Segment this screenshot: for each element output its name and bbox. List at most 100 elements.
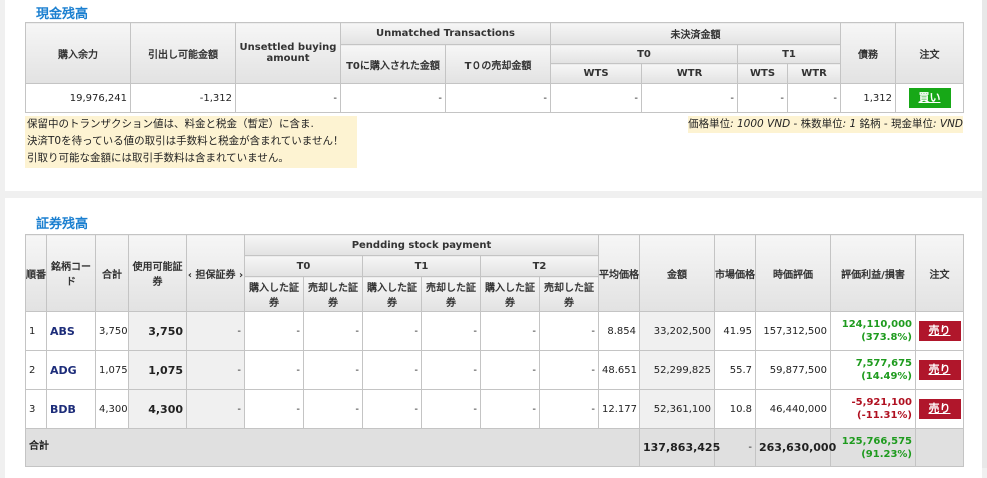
header-t0: T0	[550, 44, 738, 64]
header-t0-wts: WTS	[550, 63, 642, 84]
cell-t2s: -	[539, 350, 599, 390]
cell-t2s: -	[539, 311, 599, 351]
total-row: 合計 137,863,425-263,630,000 125,766,575 (91.…	[25, 428, 964, 467]
header-buying-power: 購入余力	[25, 22, 131, 84]
header-code: 銘柄コード	[46, 234, 96, 312]
header-t1-wts: WTS	[737, 63, 788, 84]
header-market-value: 時価評価	[755, 234, 831, 312]
cell-mkt: 41.95	[714, 311, 756, 351]
header-t1-bought: 購入した証券	[362, 276, 422, 312]
sell-button[interactable]: 売り	[918, 321, 961, 341]
sell-button[interactable]: 売り	[918, 360, 961, 380]
cash-notes: 保留中のトランザクション値は、料金と税金（暫定）に含ま. 決済T0を待っている値…	[25, 116, 357, 168]
header-collateral: ‹ 担保証券 ›	[186, 234, 245, 312]
pl-percent: (-11.31%)	[857, 410, 912, 421]
header-t1: T1	[362, 255, 481, 277]
unit-value: : 1000 VND	[730, 118, 791, 130]
debt-value: 1,312	[840, 83, 896, 113]
cell-mkt: 55.7	[714, 350, 756, 390]
table-row: 19,976,241 -1,312 - - - - - - - 1,312 買い	[25, 83, 964, 113]
cell-value: 59,877,500	[755, 350, 831, 390]
stock-balance-panel: 証券残高 順番 銘柄コード 合計 使用可能証券 ‹ 担保証券 › Pendding sto…	[5, 198, 982, 478]
cell-avg: 12.177	[598, 389, 640, 429]
note: 引取り可能な金額には取引手数料は含まれていません。	[27, 152, 289, 164]
header-unmatched: Unmatched Transactions	[340, 22, 551, 45]
header-pl: 評価利益/損害	[830, 234, 916, 312]
header-avg-price: 平均価格	[598, 234, 640, 312]
cash-balance-panel: 現金残高 購入余力 引出し可能金額 Unsettled buying amount U…	[5, 0, 982, 191]
cell-no: 2	[25, 350, 47, 390]
unit-value: : VND	[933, 118, 963, 130]
buy-button[interactable]: 買い	[908, 88, 951, 108]
t0-wts-value: -	[550, 83, 642, 113]
cell-t2b: -	[480, 389, 540, 429]
cell-amount: 52,361,100	[639, 389, 715, 429]
header-t2-sold: 売却した証券	[539, 276, 599, 312]
t0-bought-value: -	[340, 83, 446, 113]
cell-t0s: -	[303, 350, 363, 390]
cell-collateral: -	[186, 311, 245, 351]
cell-t0b: -	[244, 350, 304, 390]
withdrawable-value: -1,312	[130, 83, 236, 113]
cell-t0s: -	[303, 389, 363, 429]
cash-balance-title: 現金残高	[36, 7, 89, 22]
cell-t1b: -	[362, 389, 422, 429]
sell-button[interactable]: 売り	[918, 399, 961, 419]
cell-avg: 48.651	[598, 350, 640, 390]
cell-code[interactable]: BDB	[46, 389, 96, 429]
note: 決済T0を待っている値の取引は手数料と税金が含まれていません！	[27, 135, 344, 147]
cell-t2s: -	[539, 389, 599, 429]
stock-balance-title: 証券残高	[36, 217, 89, 232]
total-pl-percent: (91.23%)	[861, 448, 912, 460]
unit-label: - 株数単位	[790, 118, 843, 130]
header-debt: 債務	[840, 22, 896, 84]
header-t1-wtr: WTR	[787, 63, 841, 84]
header-t2: T2	[480, 255, 599, 277]
cell-t1b: -	[362, 311, 422, 351]
cell-amount: 33,202,500	[639, 311, 715, 351]
header-t0-wtr: WTR	[641, 63, 738, 84]
header-no: 順番	[25, 234, 47, 312]
header-t0-sold: T０の売却金額	[445, 44, 551, 84]
cell-code[interactable]: ABS	[46, 311, 96, 351]
cell-t1b: -	[362, 350, 422, 390]
cell-amount: 52,299,825	[639, 350, 715, 390]
cell-t0b: -	[244, 311, 304, 351]
cell-collateral: -	[186, 389, 245, 429]
unit-label: 銘柄 - 現金単位	[859, 118, 933, 130]
scrollbar[interactable]	[982, 0, 987, 468]
unit-label: 価格単位	[688, 118, 731, 130]
t0-wtr-value: -	[641, 83, 738, 113]
header-t1-sold: 売却した証券	[421, 276, 481, 312]
cash-balance-table: 購入余力 引出し可能金額 Unsettled buying amount Unmatc…	[25, 22, 964, 113]
cell-mkt: 10.8	[714, 389, 756, 429]
cell-avg: 8.854	[598, 311, 640, 351]
cell-t0s: -	[303, 311, 363, 351]
header-t1: T1	[737, 44, 841, 64]
cell-t0b: -	[244, 389, 304, 429]
cell-code[interactable]: ADG	[46, 350, 96, 390]
t1-wts-value: -	[737, 83, 788, 113]
unit-value: : 1	[842, 118, 860, 130]
table-row: 1 ABS 3,750 3,750- - - - - - -8.854 33,202,500 41.9…	[25, 311, 964, 351]
total-market-value: 263,630,000	[755, 428, 836, 467]
cell-t2b: -	[480, 350, 540, 390]
header-pending: Pendding stock payment	[244, 234, 599, 256]
pl-percent: (373.8%)	[861, 332, 912, 343]
unit-note: 価格単位: 1000 VND - 株数単位: 1 銘柄 - 現金単位: VND	[688, 116, 963, 133]
cell-t1s: -	[421, 389, 481, 429]
header-total: 合計	[95, 234, 129, 312]
header-t0-sold: 売却した証券	[303, 276, 363, 312]
header-order: 注文	[895, 22, 964, 84]
stock-balance-table: 順番 銘柄コード 合計 使用可能証券 ‹ 担保証券 › Pendding stock pa…	[25, 234, 964, 467]
cell-no: 1	[25, 311, 47, 351]
buying-power-value: 19,976,241	[25, 83, 131, 113]
total-label: 合計	[25, 428, 640, 467]
total-amount: 137,863,425	[639, 428, 720, 467]
pl-percent: (14.49%)	[861, 371, 912, 382]
cell-collateral: -	[186, 350, 245, 390]
header-unsettled-buying: Unsettled buying amount	[235, 22, 341, 84]
table-row: 3 BDB 4,300 4,300- - - - - - -12.177 52,361,100 10.…	[25, 389, 964, 429]
cell-available: 1,075	[128, 350, 187, 390]
cell-t1s: -	[421, 311, 481, 351]
